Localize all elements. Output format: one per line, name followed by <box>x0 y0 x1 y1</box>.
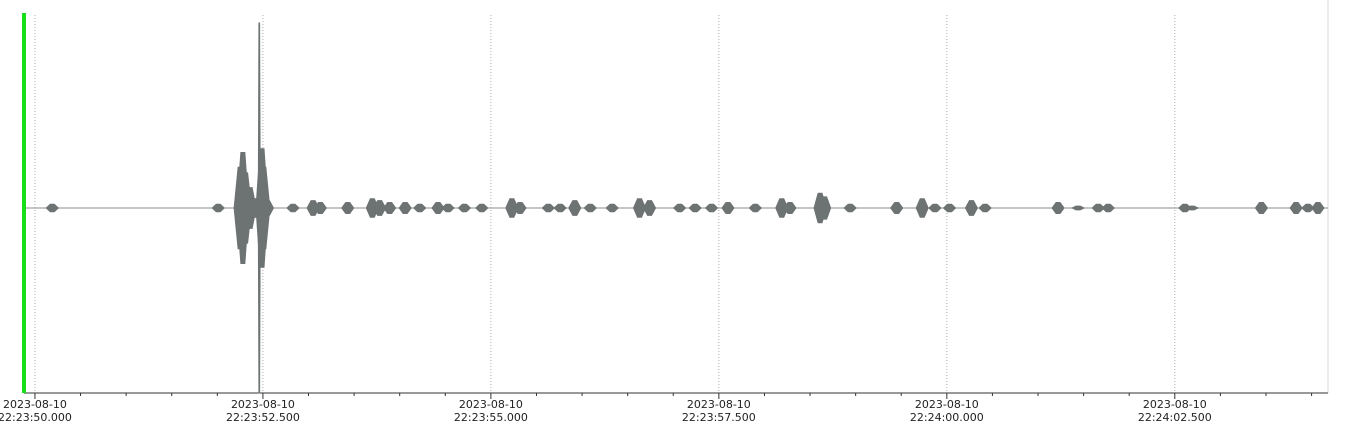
waveform-burst <box>818 196 832 220</box>
waveform-burst <box>583 203 598 213</box>
waveform-burst <box>513 201 527 215</box>
waveform-burst <box>688 203 702 213</box>
waveform-burst <box>843 203 857 213</box>
waveform-burst <box>553 203 567 213</box>
waveform-burst <box>286 203 300 213</box>
waveform-burst <box>341 201 355 215</box>
waveform-burst <box>45 203 60 213</box>
waveform-burst <box>978 203 992 213</box>
waveform-burst <box>211 203 225 213</box>
x-tick-label: 22:23:52.500 <box>226 411 300 424</box>
waveform-burst <box>748 203 763 213</box>
waveform-burst <box>260 200 275 216</box>
waveform-burst <box>964 200 979 216</box>
waveform-burst <box>441 203 455 213</box>
waveform-burst <box>704 203 719 213</box>
waveform-burst <box>890 201 904 215</box>
x-tick-label: 2023-08-10 <box>459 398 523 411</box>
x-tick-label: 22:23:57.500 <box>682 411 756 424</box>
x-tick-label: 2023-08-10 <box>1143 398 1207 411</box>
playhead[interactable] <box>22 13 26 393</box>
waveform-burst <box>568 200 582 216</box>
waveform-burst <box>928 203 942 213</box>
waveform-burst <box>1254 201 1269 215</box>
waveform-burst <box>398 201 412 215</box>
waveform-burst <box>1051 201 1065 215</box>
x-tick-label: 2023-08-10 <box>915 398 979 411</box>
x-tick-label: 22:23:50.000 <box>0 411 72 424</box>
waveform-burst <box>413 203 427 213</box>
waveform-burst <box>1070 205 1086 211</box>
waveform-burst <box>1311 201 1325 215</box>
waveform-burst <box>942 203 957 213</box>
waveform-burst <box>1101 203 1115 213</box>
waveform-burst <box>605 203 619 213</box>
waveform-burst <box>783 201 797 215</box>
x-tick-label: 2023-08-10 <box>3 398 67 411</box>
x-tick-label: 22:24:02.500 <box>1138 411 1212 424</box>
waveform-burst <box>721 201 735 215</box>
waveform-burst <box>1184 205 1200 211</box>
waveform-burst <box>672 203 687 213</box>
x-tick-label: 22:24:00.000 <box>910 411 984 424</box>
x-tick-label: 2023-08-10 <box>231 398 295 411</box>
waveform-burst <box>383 201 397 215</box>
waveform-burst <box>313 201 327 215</box>
waveform-burst <box>457 203 472 213</box>
waveform-burst <box>915 198 929 218</box>
x-tick-label: 22:23:55.000 <box>454 411 528 424</box>
waveform-burst <box>475 203 489 213</box>
waveform-burst <box>642 200 657 216</box>
x-tick-label: 2023-08-10 <box>687 398 751 411</box>
